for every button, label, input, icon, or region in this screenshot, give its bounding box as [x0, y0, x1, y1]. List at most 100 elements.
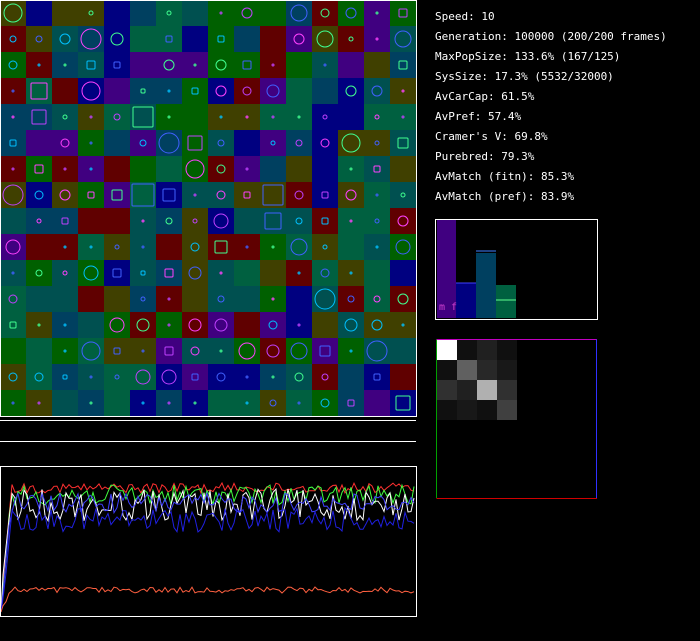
cell: [78, 104, 104, 130]
cell: [78, 260, 104, 286]
cell: [182, 364, 208, 390]
agent: [375, 11, 379, 15]
cell: [208, 312, 234, 338]
cell: [312, 234, 338, 260]
cell: [52, 234, 78, 260]
agent: [214, 240, 228, 254]
agent: [166, 10, 172, 16]
cell: [338, 104, 364, 130]
cell: [338, 364, 364, 390]
agent: [2, 184, 24, 206]
agent: [349, 349, 353, 353]
cell: [26, 52, 52, 78]
agent: [36, 218, 42, 224]
agent: [190, 242, 200, 252]
cell: [104, 234, 130, 260]
cell: [130, 234, 156, 260]
cell: [338, 0, 364, 26]
cell: [156, 182, 182, 208]
cell: [390, 52, 416, 78]
agent: [161, 369, 177, 385]
cell: [182, 286, 208, 312]
agent: [398, 8, 408, 18]
stat-line: AvMatch (pref): 83.9%: [435, 190, 574, 203]
agent: [319, 345, 331, 357]
agent: [341, 133, 361, 153]
cell: [286, 286, 312, 312]
cell: [260, 260, 286, 286]
cell: [156, 104, 182, 130]
agent: [34, 164, 44, 174]
cell: [390, 286, 416, 312]
cell: [286, 312, 312, 338]
cell: [208, 338, 234, 364]
agent: [347, 295, 355, 303]
cell: [312, 130, 338, 156]
cell: [130, 78, 156, 104]
agent: [114, 374, 120, 380]
cell: [312, 78, 338, 104]
cell: [0, 182, 26, 208]
agent: [89, 245, 93, 249]
cell: [312, 0, 338, 26]
cell: [0, 312, 26, 338]
cell: [52, 312, 78, 338]
agent: [109, 317, 125, 333]
agent: [219, 349, 223, 353]
agent: [139, 139, 147, 147]
cell: [182, 234, 208, 260]
agent: [314, 288, 336, 310]
cell: [78, 390, 104, 416]
agent: [140, 270, 146, 276]
agent: [37, 401, 41, 405]
cell: [104, 260, 130, 286]
stat-line: MaxPopSize: 133.6% (167/125): [435, 50, 620, 63]
cell: [364, 156, 390, 182]
cell: [104, 52, 130, 78]
cell: [286, 104, 312, 130]
agent: [320, 138, 330, 148]
agent: [242, 86, 252, 96]
agent: [37, 323, 41, 327]
heat-cell: [497, 380, 517, 400]
cell: [390, 364, 416, 390]
cell: [260, 208, 286, 234]
cell: [260, 104, 286, 130]
agent: [217, 139, 225, 147]
cell: [208, 182, 234, 208]
histogram: m f: [435, 219, 598, 320]
cell: [390, 208, 416, 234]
agent: [243, 191, 251, 199]
agent: [89, 167, 93, 171]
agent: [345, 85, 357, 97]
grid-frame: [0, 0, 417, 417]
agent: [297, 271, 301, 275]
agent: [81, 341, 101, 361]
cell: [0, 130, 26, 156]
cell: [52, 338, 78, 364]
cell: [104, 338, 130, 364]
cell: [78, 208, 104, 234]
agent: [321, 191, 329, 199]
agent: [135, 369, 151, 385]
agent: [63, 349, 67, 353]
agent: [188, 266, 202, 280]
cell: [182, 260, 208, 286]
cell: [286, 26, 312, 52]
cell: [364, 338, 390, 364]
cell: [26, 234, 52, 260]
stat-line: AvMatch (fitn): 85.3%: [435, 170, 574, 183]
agent: [110, 32, 124, 46]
agent: [321, 217, 329, 225]
cell: [286, 156, 312, 182]
histogram-frame: [435, 219, 598, 320]
cell: [312, 338, 338, 364]
agent: [11, 115, 15, 119]
agent: [401, 115, 405, 119]
cell: [78, 312, 104, 338]
cell: [52, 156, 78, 182]
stat-line: SysSize: 17.3% (5532/32000): [435, 70, 614, 83]
cell: [78, 364, 104, 390]
cell: [26, 390, 52, 416]
agent: [394, 30, 412, 48]
